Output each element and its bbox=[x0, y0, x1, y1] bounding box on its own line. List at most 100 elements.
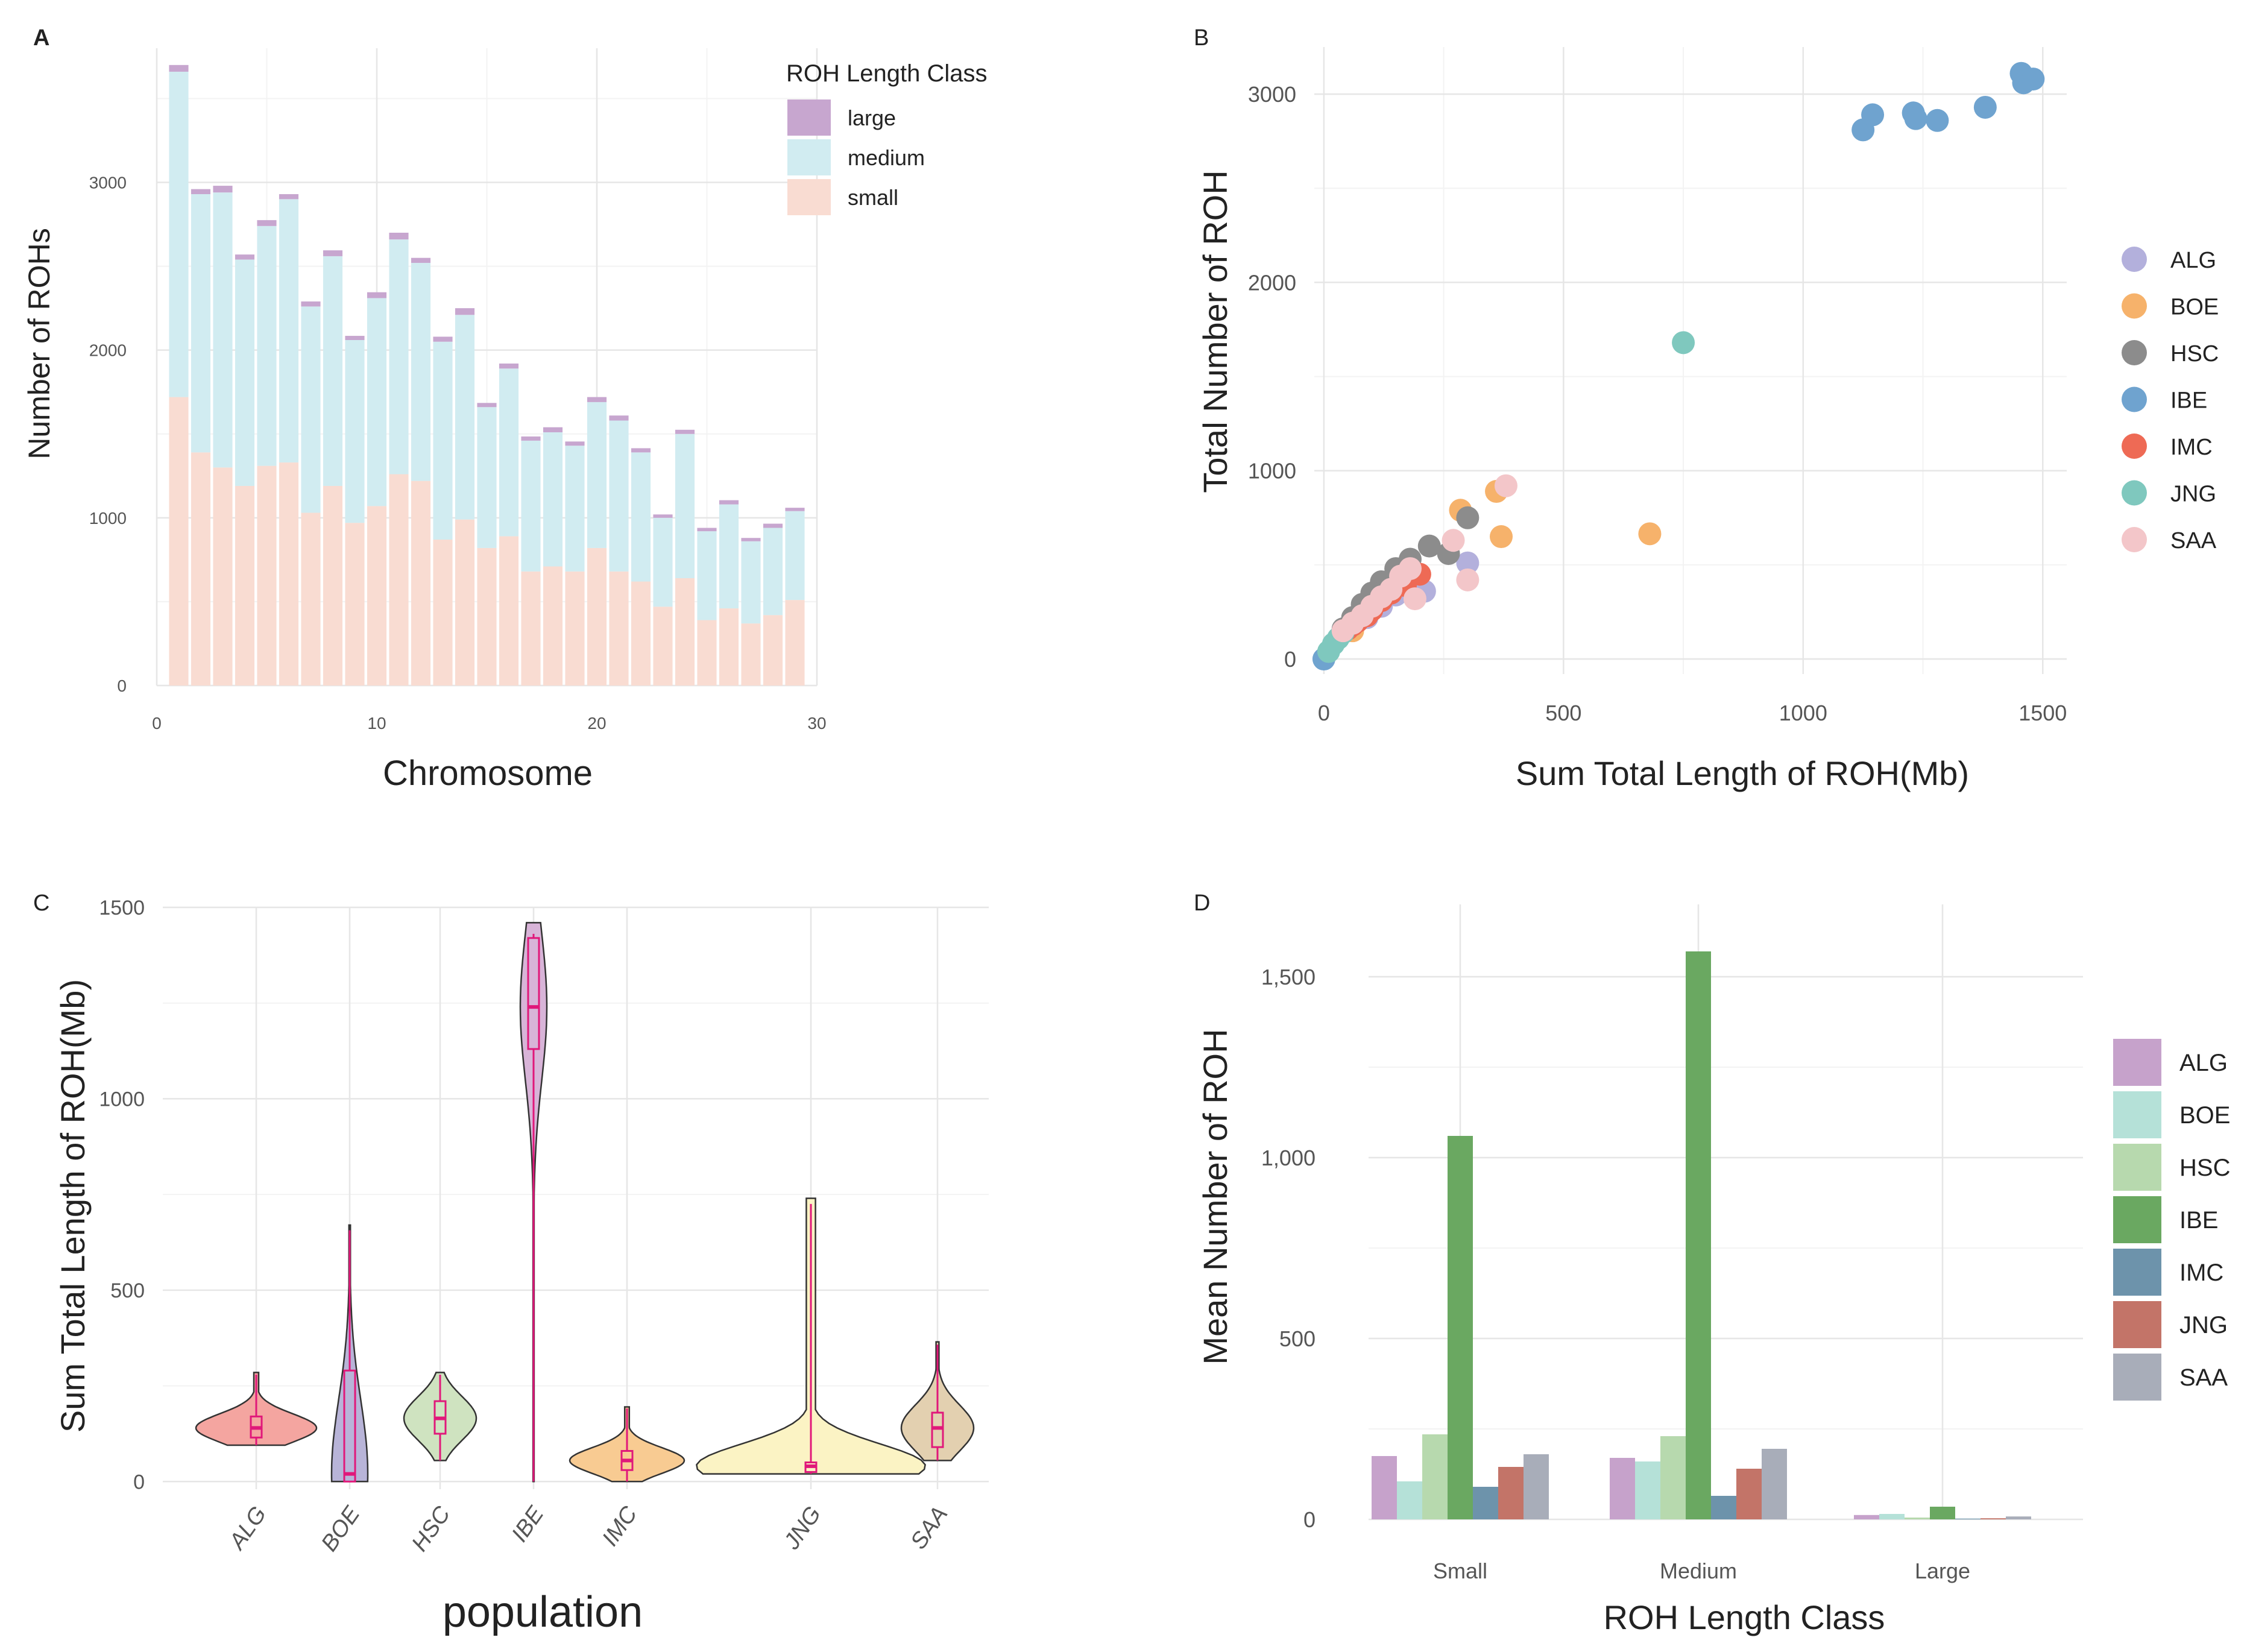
panel-b-letter: B bbox=[1194, 25, 1209, 51]
bar-medium-chr-27 bbox=[741, 541, 761, 624]
x-tick-label: 0 bbox=[1318, 701, 1330, 725]
bar-medium-chr-10 bbox=[367, 298, 387, 506]
bar-small-chr-7 bbox=[301, 512, 321, 686]
bar-alg-small bbox=[1372, 1456, 1397, 1519]
x-tick-label: 30 bbox=[807, 714, 826, 733]
legend-label-saa: SAA bbox=[2170, 528, 2217, 553]
bar-medium-chr-20 bbox=[587, 402, 607, 548]
bar-hsc-small bbox=[1422, 1434, 1448, 1519]
bar-small-chr-23 bbox=[653, 607, 673, 686]
point-jng bbox=[1317, 640, 1340, 663]
bar-medium-chr-12 bbox=[411, 263, 431, 481]
bar-large-chr-16 bbox=[499, 363, 519, 369]
point-hsc bbox=[1456, 506, 1480, 529]
point-saa bbox=[1456, 568, 1480, 591]
bar-small-chr-12 bbox=[411, 481, 431, 686]
bar-large-chr-29 bbox=[785, 508, 805, 511]
bar-large-chr-11 bbox=[389, 232, 409, 240]
bar-jng-medium bbox=[1736, 1469, 1762, 1519]
bar-medium-chr-19 bbox=[565, 446, 585, 572]
bar-small-chr-21 bbox=[609, 571, 629, 686]
bar-medium-chr-3 bbox=[213, 192, 233, 468]
legend-dot-boe bbox=[2122, 293, 2147, 319]
x-tick-label-small: Small bbox=[1433, 1559, 1487, 1583]
bar-medium-chr-1 bbox=[169, 71, 189, 397]
panel-c-yticks: 0 500 1000 1500 bbox=[99, 897, 145, 1493]
bar-hsc-large bbox=[1905, 1518, 1930, 1519]
bar-large-chr-8 bbox=[323, 250, 343, 256]
bar-small-chr-20 bbox=[587, 547, 607, 686]
point-ibe bbox=[1926, 109, 1949, 132]
y-tick-label: 1000 bbox=[99, 1088, 145, 1111]
bar-medium-chr-9 bbox=[345, 339, 365, 523]
point-saa bbox=[1331, 619, 1355, 643]
bar-ibe-medium bbox=[1686, 951, 1711, 1519]
bar-small-chr-26 bbox=[719, 608, 739, 686]
panel-a-bars bbox=[169, 65, 805, 686]
bar-ibe-large bbox=[1930, 1507, 1955, 1519]
bar-medium-chr-28 bbox=[763, 528, 783, 616]
legend-dot-imc bbox=[2122, 433, 2147, 459]
bar-saa-medium bbox=[1762, 1449, 1787, 1519]
bar-small-chr-10 bbox=[367, 506, 387, 686]
bar-ibe-small bbox=[1448, 1136, 1473, 1519]
point-jng bbox=[1672, 331, 1695, 355]
legend-label-boe: BOE bbox=[2170, 295, 2219, 320]
panel-d: D 0 500 1,000 1,500 Small Medium Large ROH Le… bbox=[1194, 891, 2230, 1636]
point-boe bbox=[1638, 522, 1662, 546]
panel-c-grid bbox=[163, 906, 989, 1489]
bar-small-chr-3 bbox=[213, 467, 233, 686]
bar-large-chr-21 bbox=[609, 415, 629, 421]
panel-a-ylabel: Number of ROHs bbox=[22, 228, 56, 459]
panel-a-xticks: 0 10 20 30 bbox=[152, 714, 826, 733]
panel-b-points bbox=[1312, 61, 2045, 671]
bar-medium-chr-11 bbox=[389, 239, 409, 474]
x-tick-label: 500 bbox=[1545, 701, 1581, 725]
bar-large-chr-24 bbox=[675, 429, 695, 434]
panel-c-violins bbox=[195, 922, 975, 1483]
bar-small-chr-17 bbox=[521, 571, 541, 686]
bar-boe-large bbox=[1879, 1514, 1905, 1519]
y-tick-label: 2000 bbox=[1248, 270, 1296, 295]
legend-label-hsc: HSC bbox=[2179, 1155, 2230, 1181]
point-saa bbox=[1494, 474, 1517, 497]
y-tick-label: 3000 bbox=[89, 174, 127, 192]
x-tick-label: 1000 bbox=[1779, 701, 1827, 725]
panel-d-ylabel: Mean Number of ROH bbox=[1196, 1029, 1234, 1364]
bar-small-chr-16 bbox=[499, 536, 519, 686]
bar-large-chr-6 bbox=[279, 194, 299, 200]
legend-label-ibe: IBE bbox=[2179, 1207, 2218, 1234]
bar-large-chr-15 bbox=[477, 403, 497, 408]
bar-large-chr-18 bbox=[543, 427, 563, 432]
bar-medium-chr-29 bbox=[785, 511, 805, 601]
y-tick-label: 500 bbox=[110, 1279, 145, 1302]
x-tick-label: 20 bbox=[587, 714, 606, 733]
legend-label-alg: ALG bbox=[2179, 1050, 2228, 1076]
bar-small-chr-22 bbox=[631, 581, 651, 686]
legend-label-small: small bbox=[848, 185, 898, 210]
bar-small-chr-4 bbox=[235, 485, 255, 686]
bar-large-chr-23 bbox=[653, 514, 673, 518]
bar-large-chr-2 bbox=[191, 189, 211, 194]
legend-label-jng: JNG bbox=[2170, 482, 2216, 507]
bar-small-chr-24 bbox=[675, 578, 695, 686]
legend-swatch-ibe bbox=[2113, 1196, 2161, 1243]
bar-large-chr-9 bbox=[345, 336, 365, 340]
bar-medium-chr-5 bbox=[257, 225, 277, 466]
legend-dot-jng bbox=[2122, 480, 2147, 506]
panel-a-yticks: 0 1000 2000 3000 bbox=[89, 174, 127, 695]
legend-swatch-large bbox=[787, 99, 831, 136]
bar-small-chr-5 bbox=[257, 465, 277, 686]
legend-label-boe: BOE bbox=[2179, 1102, 2230, 1129]
bar-medium-chr-14 bbox=[455, 315, 475, 520]
bar-boe-small bbox=[1397, 1481, 1422, 1519]
bar-medium-chr-21 bbox=[609, 420, 629, 572]
bar-medium-chr-17 bbox=[521, 440, 541, 572]
bar-large-chr-20 bbox=[587, 397, 607, 402]
y-tick-label: 1000 bbox=[1248, 459, 1296, 484]
bar-small-chr-9 bbox=[345, 523, 365, 686]
legend-label-ibe: IBE bbox=[2170, 388, 2207, 414]
box-ibe bbox=[527, 937, 540, 1050]
bar-medium-chr-18 bbox=[543, 432, 563, 567]
y-tick-label: 1,500 bbox=[1261, 965, 1316, 989]
